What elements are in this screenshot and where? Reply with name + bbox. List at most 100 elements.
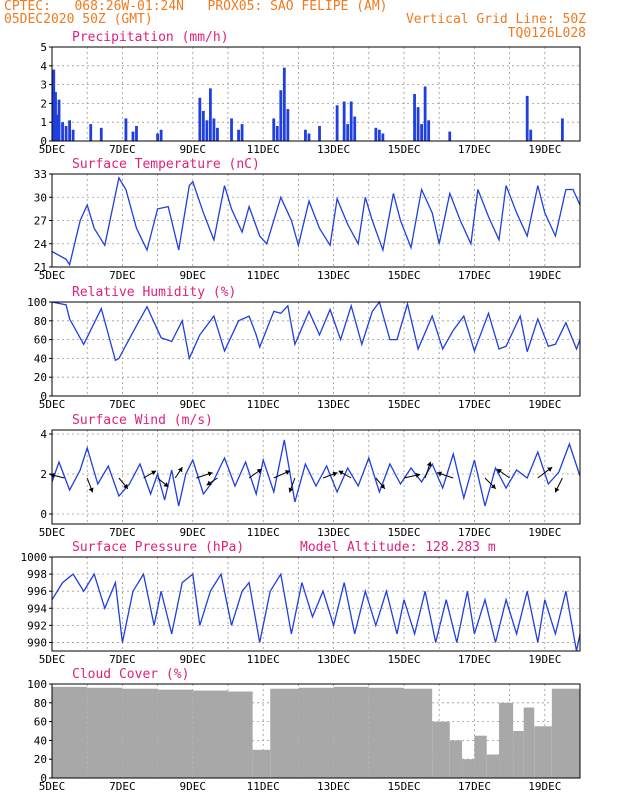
panel6-ytick-label-0: 0: [40, 772, 47, 785]
panel4-xtick-label-2: 9DEC: [180, 526, 207, 539]
panel5-xtick-label-6: 17DEC: [458, 653, 491, 666]
panel1-precip-bar-46: [525, 95, 529, 141]
panel5-xtick-label-1: 7DEC: [109, 653, 136, 666]
panel1-precip-bar-7: [71, 129, 75, 141]
panel5-ytick-label-5: 1000: [21, 551, 48, 564]
panel4-wind-arrowhead-15: [426, 461, 432, 467]
panel3-ytick-label-1: 20: [34, 371, 47, 384]
panel1-precip-bar-26: [279, 90, 283, 141]
panel4-wind-arrowhead-1: [88, 487, 94, 493]
panel6-cloud-bar-19: [523, 707, 535, 778]
panel4-wind-arrowhead-3: [151, 470, 157, 476]
panel1-ytick-label-2: 2: [40, 97, 47, 110]
panel2-ytick-label-0: 21: [34, 261, 47, 274]
panel6-cloud-bar-2: [122, 688, 158, 778]
header-model-code: TQ0126L028: [507, 26, 586, 41]
panel5-xtick-label-7: 19DEC: [528, 653, 561, 666]
panel4-xtick-label-5: 15DEC: [387, 526, 420, 539]
panel6-cloud-bar-13: [449, 740, 463, 778]
panel3-ytick-label-0: 0: [40, 390, 47, 403]
panel2-title: Surface Temperature (nC): [72, 157, 260, 172]
panel4-xtick-label-7: 19DEC: [528, 526, 561, 539]
panel5-ytick-label-2: 994: [27, 602, 47, 615]
panel6-cloud-bar-15: [474, 735, 487, 778]
panel3-title: Relative Humidity (%): [72, 285, 236, 300]
panel1-precip-bar-31: [318, 125, 321, 141]
panel6-cloud-bar-7: [270, 688, 299, 778]
panel1-precip-bar-33: [342, 101, 346, 141]
panel6-xtick-label-5: 15DEC: [387, 780, 420, 793]
panel2-ytick-label-1: 24: [34, 238, 48, 251]
panel4-wind-arrowhead-20: [554, 487, 560, 493]
header-grid-note: Vertical Grid Line: 50Z: [405, 12, 586, 27]
panel1-title: Precipitation (mm/h): [72, 30, 229, 45]
panel6-cloud-bar-8: [298, 687, 334, 778]
panel4-xtick-label-0: 5DEC: [39, 526, 66, 539]
header-station: CPTEC: 068:26W-01:24N PROX05: SAO FELIPE…: [4, 0, 388, 14]
panel1-precip-bar-0: [52, 69, 56, 141]
panel1-precip-bar-24: [272, 118, 276, 141]
panel6-cloud-bar-4: [192, 690, 228, 778]
panel4-wind-arrowhead-11: [332, 471, 338, 477]
panel6-ytick-label-3: 60: [34, 716, 47, 729]
panel1-xtick-label-0: 5DEC: [39, 143, 66, 156]
panel1-precip-bar-32: [335, 105, 339, 141]
panel4-wind-arrowhead-17: [490, 483, 496, 489]
panel2-ytick-label-4: 33: [34, 168, 47, 181]
panel6-ytick-label-1: 20: [34, 753, 47, 766]
panel6-cloud-bar-1: [87, 687, 123, 778]
panel1-ytick-label-0: 0: [40, 135, 47, 148]
panel6-cloud-bar-21: [551, 688, 580, 778]
panel4-ytick-label-1: 2: [40, 468, 47, 481]
panel1-precip-bar-1: [54, 92, 57, 141]
panel4-wind-arrowhead-16: [437, 471, 442, 477]
panel1-precip-bar-4: [61, 122, 64, 141]
panel2-ytick-label-2: 27: [34, 215, 47, 228]
panel1-precip-bar-45: [448, 131, 452, 141]
panel3-ytick-label-4: 80: [34, 315, 47, 328]
panel6-xtick-label-7: 19DEC: [528, 780, 561, 793]
panel6-cloud-bar-3: [157, 689, 193, 778]
panel5-frame: [51, 556, 581, 652]
panel1-precip-bar-30: [307, 133, 311, 141]
panel4-wind-arrowhead-4: [163, 482, 169, 487]
panel1-precip-bar-12: [135, 125, 138, 141]
panel2-xtick-label-0: 5DEC: [39, 269, 66, 282]
panel3-xtick-label-1: 7DEC: [109, 398, 136, 411]
panel4-xtick-label-1: 7DEC: [109, 526, 136, 539]
panel4-wind-arrowhead-19: [547, 467, 553, 472]
panel1-precip-bar-37: [374, 127, 378, 141]
panel1-ytick-label-1: 1: [40, 116, 47, 129]
panel1-ytick-label-3: 3: [40, 79, 47, 92]
panel3-ytick-label-2: 40: [34, 352, 47, 365]
panel1-precip-bar-5: [64, 125, 68, 141]
panel4-wind-arrowhead-7: [206, 480, 212, 486]
panel5-annotation: Model Altitude: 128.283 m: [300, 540, 496, 555]
panel6-cloud-bar-9: [333, 686, 369, 778]
panel1-precip-bar-6: [68, 120, 71, 141]
panel1-precip-bar-29: [304, 129, 307, 141]
panel3-ytick-label-5: 100: [27, 296, 47, 309]
panel5-ytick-label-0: 990: [27, 636, 47, 649]
panel1-precip-bar-35: [349, 101, 353, 141]
panel1-precip-bar-21: [230, 118, 233, 141]
panel6-xtick-label-1: 7DEC: [109, 780, 136, 793]
panel4-frame: [51, 429, 581, 525]
panel6-xtick-label-6: 17DEC: [458, 780, 491, 793]
panel1-ytick-label-5: 5: [40, 41, 47, 54]
panel3-frame: [51, 301, 581, 397]
panel1-precip-bar-47: [529, 129, 533, 141]
panel5-xtick-label-0: 5DEC: [39, 653, 66, 666]
panel3-xtick-label-4: 13DEC: [317, 398, 350, 411]
panel6-cloud-bar-17: [499, 702, 514, 778]
panel6-title: Cloud Cover (%): [72, 667, 189, 682]
panel6-xtick-label-0: 5DEC: [39, 780, 66, 793]
panel4-title: Surface Wind (m/s): [72, 413, 213, 428]
panel1-precip-bar-17: [205, 120, 209, 141]
panel6-ytick-label-4: 80: [34, 697, 47, 710]
panel1-ytick-label-4: 4: [40, 60, 47, 73]
panel4-wind-arrowhead-8: [256, 469, 262, 474]
panel1-precip-bar-22: [237, 129, 240, 141]
panel5-series-line: [51, 572, 581, 652]
panel1-precip-bar-13: [156, 133, 159, 141]
